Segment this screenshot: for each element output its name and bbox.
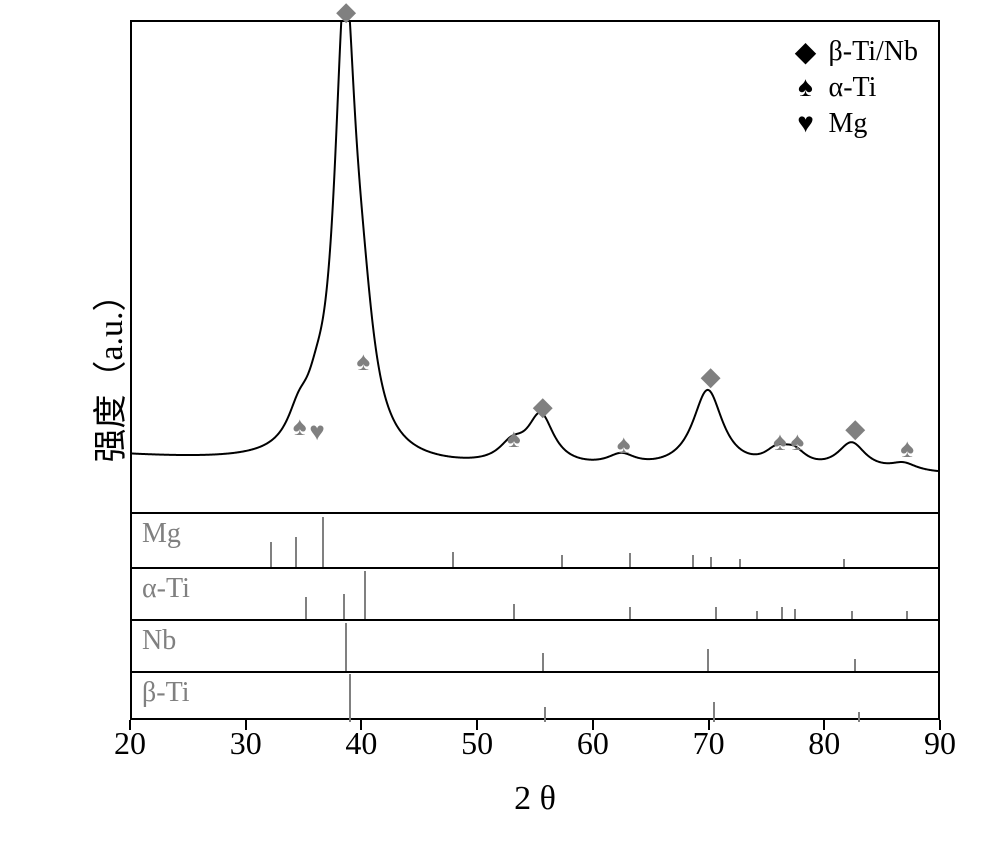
x-tick-mark (592, 720, 594, 730)
x-tick-label: 30 (230, 725, 262, 762)
reference-peak-line (692, 555, 694, 567)
x-tick-label: 40 (345, 725, 377, 762)
reference-strip: α-Ti (132, 567, 938, 619)
legend-item-mg: ♥ Mg (791, 106, 918, 142)
x-tick-label: 70 (693, 725, 725, 762)
reference-label: α-Ti (142, 573, 190, 605)
x-tick-mark (708, 720, 710, 730)
reference-peak-line (843, 559, 845, 567)
reference-peak-line (715, 607, 717, 619)
reference-peak-line (710, 557, 712, 567)
reference-peak-line (544, 707, 546, 722)
diamond-icon: ◆ (791, 35, 821, 69)
reference-peak-line (906, 611, 908, 619)
reference-peak-line (295, 537, 297, 567)
xrd-figure: 强度（a.u.） 2 θ ♠♥◆♠♠◆♠◆♠♠◆♠ ◆ β-Ti/Nb ♠ α-… (0, 0, 1000, 845)
reference-peak-line (629, 607, 631, 619)
reference-strip: β-Ti (132, 671, 938, 722)
reference-peak-line (858, 712, 860, 722)
reference-peak-line (851, 611, 853, 619)
spade-icon: ♠ (293, 412, 307, 442)
x-tick-mark (476, 720, 478, 730)
spade-icon: ♠ (900, 434, 914, 464)
reference-peak-line (854, 659, 856, 671)
x-tick-mark (939, 720, 941, 730)
legend-item-beta-ti-nb: ◆ β-Ti/Nb (791, 34, 918, 70)
diamond-icon: ◆ (845, 414, 865, 444)
reference-peak-line (452, 552, 454, 567)
reference-peak-line (513, 604, 515, 619)
legend: ◆ β-Ti/Nb ♠ α-Ti ♥ Mg (791, 34, 918, 142)
reference-peak-line (270, 542, 272, 567)
x-tick-mark (129, 720, 131, 730)
reference-peak-line (794, 609, 796, 619)
x-tick-label: 80 (808, 725, 840, 762)
legend-label: β-Ti/Nb (829, 36, 918, 68)
x-tick-label: 60 (577, 725, 609, 762)
reference-label: Nb (142, 625, 176, 657)
reference-peak-line (713, 702, 715, 722)
reference-peak-line (343, 594, 345, 619)
reference-label: Mg (142, 518, 181, 550)
x-tick-label: 90 (924, 725, 956, 762)
reference-peak-line (542, 653, 544, 671)
reference-peak-line (629, 553, 631, 567)
reference-peak-line (322, 517, 324, 567)
x-tick-mark (823, 720, 825, 730)
spade-icon: ♠ (507, 424, 521, 454)
spade-icon: ♠ (617, 430, 631, 460)
x-tick-label: 20 (114, 725, 146, 762)
diamond-icon: ◆ (701, 362, 721, 392)
diamond-icon: ◆ (533, 392, 553, 422)
spade-icon: ♠ (773, 427, 787, 457)
reference-peak-line (781, 607, 783, 619)
reference-peak-line (707, 649, 709, 671)
spade-icon: ♠ (357, 347, 371, 377)
x-tick-label: 50 (461, 725, 493, 762)
reference-peak-line (349, 674, 351, 722)
reference-strip: Nb (132, 619, 938, 671)
plot-area: ♠♥◆♠♠◆♠◆♠♠◆♠ ◆ β-Ti/Nb ♠ α-Ti ♥ Mg Mgα-T… (130, 20, 940, 720)
reference-peak-line (561, 555, 563, 567)
reference-peak-line (305, 597, 307, 619)
diamond-icon: ◆ (336, 0, 356, 27)
heart-icon: ♥ (791, 108, 821, 140)
x-tick-mark (245, 720, 247, 730)
reference-strip: Mg (132, 512, 938, 567)
spade-icon: ♠ (791, 72, 821, 104)
legend-item-alpha-ti: ♠ α-Ti (791, 70, 918, 106)
legend-label: Mg (829, 108, 868, 140)
reference-peak-line (364, 571, 366, 619)
heart-icon: ♥ (309, 417, 324, 447)
y-axis-label: 强度（a.u.） (83, 277, 132, 462)
reference-peak-line (739, 559, 741, 567)
legend-label: α-Ti (829, 72, 877, 104)
x-tick-mark (360, 720, 362, 730)
reference-peak-line (756, 611, 758, 619)
spade-icon: ♠ (790, 427, 804, 457)
reference-label: β-Ti (142, 677, 189, 709)
reference-peak-line (345, 623, 347, 671)
x-axis-label: 2 θ (130, 780, 940, 818)
